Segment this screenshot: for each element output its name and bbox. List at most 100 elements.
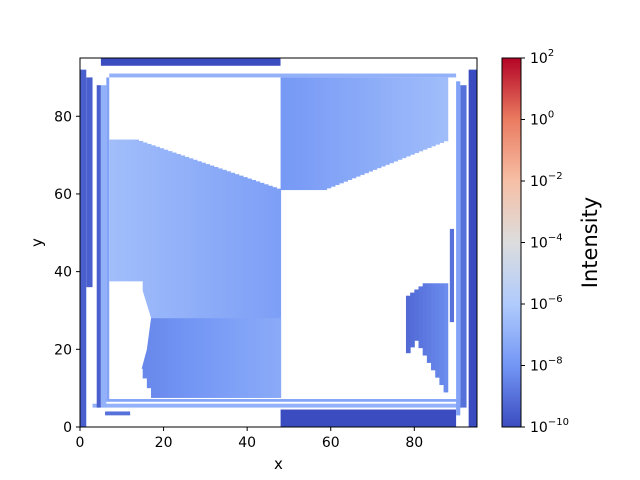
heatmap-cell [217, 318, 223, 398]
heatmap-cell [121, 139, 127, 282]
heatmap-cell [443, 77, 449, 142]
x-tick-label: 40 [238, 435, 256, 451]
heatmap-cell [197, 318, 202, 398]
y-axis-label: y [28, 238, 46, 247]
heatmap-cell [201, 162, 206, 398]
heatmap-cell [318, 77, 323, 191]
heatmap-cell [234, 174, 240, 398]
heatmap-cell [309, 77, 315, 191]
heatmap-cell [439, 283, 445, 386]
heatmap-cell [100, 58, 281, 66]
heatmap-cell [426, 283, 432, 363]
heatmap-cell [109, 139, 114, 282]
y-tick-label: 60 [54, 187, 72, 203]
heatmap-cell [280, 58, 457, 66]
heatmap-cell [134, 139, 140, 282]
heatmap-cell [100, 85, 107, 408]
heatmap-cell [176, 318, 181, 398]
heatmap-cell [242, 177, 248, 398]
heatmap-cell [192, 318, 198, 398]
x-tick-label: 0 [76, 435, 85, 451]
heatmap-cell [201, 318, 206, 398]
y-axis: 0 20 40 60 80 [54, 109, 80, 436]
heatmap-cell [449, 228, 455, 323]
x-tick-label: 20 [155, 435, 173, 451]
heatmap-cell [393, 77, 399, 162]
colorbar-tick-label: 10−8 [530, 356, 563, 375]
heatmap-cell [105, 399, 461, 402]
heatmap-cell [230, 318, 236, 398]
heatmap-cell [355, 77, 361, 177]
heatmap-cell [184, 156, 190, 398]
heatmap-cell [284, 77, 290, 191]
heatmap-cell [272, 187, 277, 398]
heatmap-cell [368, 77, 374, 172]
heatmap-cell [106, 77, 110, 400]
colorbar-tick-label: 10−2 [530, 171, 563, 190]
heatmap-cell [343, 77, 348, 182]
heatmap-cell [468, 69, 477, 427]
heatmap-cell [268, 318, 273, 398]
heatmap-cell [288, 77, 294, 191]
heatmap-cell [213, 166, 219, 398]
colorbar-tick-label: 100 [530, 110, 554, 129]
heatmap-cell [351, 77, 357, 179]
heatmap-cell [339, 77, 344, 184]
heatmap-cell [109, 281, 152, 398]
heatmap-cell [426, 77, 432, 148]
y-tick-label: 0 [63, 420, 72, 436]
heatmap-cell [439, 77, 445, 143]
heatmap-cell [213, 318, 219, 398]
colorbar-gradient [501, 57, 522, 428]
heatmap-cell [238, 318, 244, 398]
heatmap-cell [301, 77, 307, 191]
heatmap-cell [222, 318, 227, 398]
heatmap-cell [460, 85, 467, 408]
heatmap-cell [414, 77, 419, 154]
heatmap-cell [251, 318, 257, 398]
heatmap-cell [138, 141, 144, 282]
heatmap-cell [192, 159, 198, 398]
heatmap-cell [280, 409, 457, 427]
colorbar-tick-label: 10−4 [530, 233, 563, 252]
heatmap-cell [418, 77, 424, 152]
heatmap-cell [222, 169, 227, 398]
heatmap-cell [176, 153, 181, 398]
heatmap-cell [180, 155, 185, 398]
heatmap-cell [226, 171, 231, 398]
heatmap-cell [385, 77, 390, 165]
heatmap-cell [159, 148, 165, 398]
heatmap-cell [167, 151, 173, 398]
heatmap-cell [92, 403, 465, 408]
colorbar-ticks: 10−10 10−8 10−6 10−4 10−2 100 102 [521, 48, 569, 436]
heatmap-cell [209, 318, 215, 398]
heatmap-cell [171, 152, 177, 398]
y-tick-label: 20 [54, 342, 72, 358]
heatmap-cell [326, 77, 332, 189]
heatmap-cell [364, 77, 369, 174]
heatmap-cell [125, 139, 131, 282]
heatmap-cell [151, 145, 156, 398]
heatmap-cell [405, 77, 411, 157]
heatmap-cell [259, 182, 265, 398]
heatmap-cell [435, 283, 440, 378]
heatmap-cell [276, 318, 282, 398]
heatmap-cell [113, 139, 119, 282]
heatmap-cell [410, 77, 415, 155]
heatmap-cell [209, 165, 215, 398]
heatmap-cell [259, 318, 265, 398]
heatmap-cell [247, 178, 252, 398]
y-tick-label: 40 [54, 265, 72, 281]
heatmap-cell [422, 77, 428, 150]
heatmap-cell [86, 77, 93, 288]
heatmap-cell [146, 143, 152, 350]
heatmap-cell [146, 318, 152, 389]
heatmap-cell [376, 77, 382, 169]
heatmap-cell [255, 181, 261, 398]
heatmap-cell [293, 77, 298, 191]
heatmap-cell [414, 289, 419, 341]
heatmap-cell [305, 77, 311, 191]
heatmap-cell [247, 318, 252, 398]
heatmap-cell [230, 172, 236, 398]
heatmap-cell [205, 164, 211, 398]
